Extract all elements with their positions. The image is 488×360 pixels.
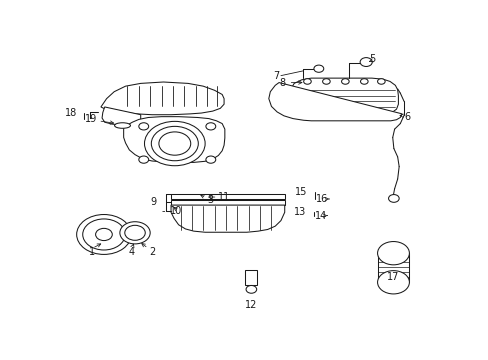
Circle shape [377, 242, 408, 265]
Circle shape [341, 79, 348, 84]
Circle shape [151, 126, 198, 161]
Circle shape [313, 65, 323, 72]
Text: 17: 17 [386, 271, 399, 282]
Text: 13: 13 [294, 207, 306, 217]
Text: 18: 18 [64, 108, 77, 118]
Bar [245, 270, 257, 285]
Text: 1: 1 [89, 247, 95, 257]
Circle shape [303, 79, 311, 84]
Circle shape [205, 123, 215, 130]
Circle shape [377, 271, 408, 294]
Circle shape [139, 123, 148, 130]
Circle shape [82, 219, 125, 250]
Circle shape [205, 156, 215, 163]
Polygon shape [101, 82, 224, 115]
Text: 2: 2 [149, 247, 156, 257]
Circle shape [144, 121, 205, 166]
Text: -: - [162, 206, 165, 216]
Circle shape [377, 79, 385, 84]
Text: 6: 6 [403, 112, 409, 122]
Circle shape [124, 225, 145, 240]
Circle shape [77, 215, 131, 255]
Circle shape [96, 228, 112, 240]
Text: 19: 19 [84, 114, 97, 125]
Polygon shape [171, 205, 284, 232]
Text: 15: 15 [294, 186, 307, 197]
Circle shape [120, 222, 150, 244]
Text: 5: 5 [369, 54, 375, 64]
Text: 10: 10 [169, 206, 182, 216]
Polygon shape [102, 107, 141, 125]
Circle shape [139, 156, 148, 163]
Text: 9: 9 [150, 197, 156, 207]
Polygon shape [287, 78, 398, 114]
Circle shape [388, 194, 398, 202]
Bar [171, 199, 284, 205]
Polygon shape [268, 82, 401, 121]
Circle shape [245, 285, 256, 293]
Circle shape [159, 132, 190, 155]
Text: 3: 3 [206, 195, 213, 205]
Text: 8: 8 [279, 77, 285, 87]
Polygon shape [123, 117, 224, 162]
Text: 11: 11 [218, 192, 230, 202]
Circle shape [322, 79, 329, 84]
Text: 16: 16 [315, 194, 327, 204]
Circle shape [360, 79, 367, 84]
Text: 12: 12 [244, 300, 257, 310]
Text: 4: 4 [129, 247, 135, 257]
Text: 14: 14 [314, 211, 326, 221]
Bar [171, 194, 284, 199]
Ellipse shape [114, 123, 130, 128]
Circle shape [359, 58, 371, 67]
Text: 7: 7 [273, 71, 279, 81]
